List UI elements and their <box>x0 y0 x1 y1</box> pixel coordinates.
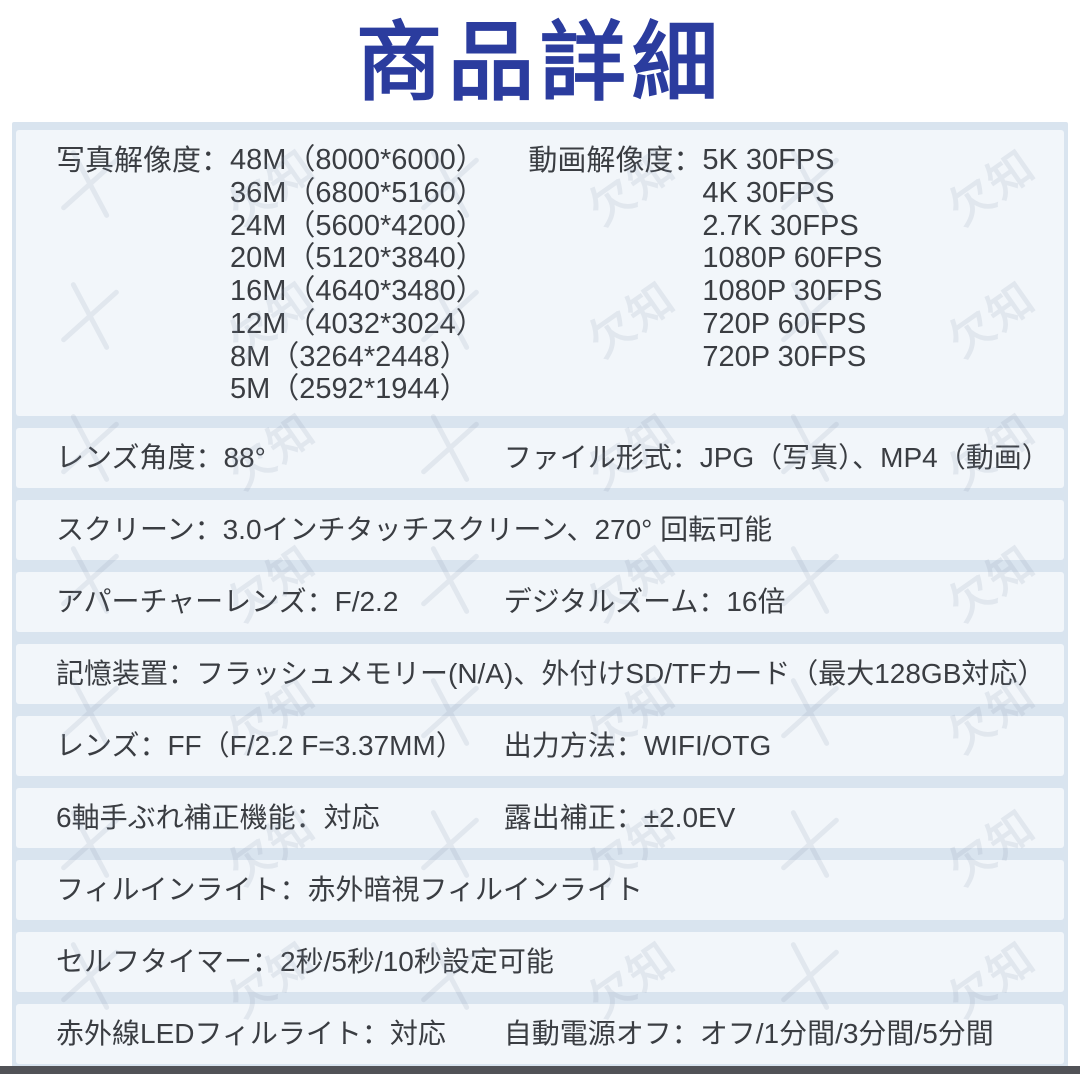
value-line: 8M（3264*2448） <box>230 340 469 373</box>
spec-cell-auto-power-off: 自動電源オフ：オフ/1分間/3分間/5分間 <box>503 1018 994 1050</box>
value-line: 5M（2592*1944） <box>230 373 469 406</box>
value-line: 16M（4640*3480） <box>230 275 485 308</box>
video-resolution-list: 5K 30FPS 4K 30FPS 2.7K 30FPS 1080P 60FPS 108… <box>702 144 882 373</box>
spec-cell-lens-angle: レンズ角度：88° <box>56 442 266 474</box>
bottom-bar <box>0 1066 1080 1074</box>
page-title: 商品詳細 <box>356 15 724 111</box>
spec-row-lens-angle: レンズ角度：88° ファイル形式：JPG（写真）、MP4（動画） <box>16 428 1064 489</box>
photo-resolution-list: 48M（8000*6000） 36M（6800*5160） 24M（5600*420… <box>230 144 485 406</box>
value-line: 12M（4032*3024） <box>230 307 485 340</box>
spec-row-lens: レンズ：FF（F/2.2 F=3.37MM） 出力方法：WIFI/OTG <box>16 716 1064 777</box>
value-line: 1080P 60FPS <box>702 242 883 275</box>
spec-row-ir-led: 赤外線LEDフィルライト：対応 自動電源オフ：オフ/1分間/3分間/5分間 <box>16 1004 1064 1065</box>
spec-cell-lens: レンズ：FF（F/2.2 F=3.37MM） <box>56 730 464 762</box>
value-line: 24M（5600*4200） <box>230 209 485 242</box>
video-resolution-cell: 動画解像度： 5K 30FPS 4K 30FPS 2.7K 30FPS 1080P 6… <box>528 144 1040 373</box>
spec-row-self-timer: セルフタイマー：2秒/5秒/10秒設定可能 <box>16 932 1064 993</box>
spec-panel: 写真解像度： 48M（8000*6000） 36M（6800*5160） 24M（5… <box>12 122 1068 1071</box>
spec-cell-output: 出力方法：WIFI/OTG <box>503 730 772 762</box>
value-line: 1080P 30FPS <box>702 275 883 308</box>
value-line: 4K 30FPS <box>702 176 835 209</box>
spec-cell-ir-led: 赤外線LEDフィルライト：対応 <box>56 1018 446 1050</box>
spec-cell-exposure: 露出補正：±2.0EV <box>503 802 736 834</box>
spec-cell-screen: スクリーン：3.0インチタッチスクリーン、270° 回転可能 <box>56 514 773 546</box>
value-line: 720P 60FPS <box>702 307 867 340</box>
value-line: 36M（6800*5160） <box>230 176 485 209</box>
photo-resolution-cell: 写真解像度： 48M（8000*6000） 36M（6800*5160） 24M（5… <box>56 144 528 406</box>
spec-cell-fill-light: フィルインライト：赤外暗視フィルインライト <box>56 874 643 906</box>
value-line: 20M（5120*3840） <box>230 242 485 275</box>
value-line: 720P 30FPS <box>702 340 867 373</box>
spec-cell-aperture: アパーチャーレンズ：F/2.2 <box>56 586 399 618</box>
spec-row-screen: スクリーン：3.0インチタッチスクリーン、270° 回転可能 <box>16 500 1064 561</box>
spec-cell-storage: 記憶装置：フラッシュメモリー(N/A)、外付けSD/TFカード（最大128GB対… <box>56 658 1046 690</box>
spec-row-resolution: 写真解像度： 48M（8000*6000） 36M（6800*5160） 24M（5… <box>16 130 1064 417</box>
value-line: 2.7K 30FPS <box>702 209 859 242</box>
spec-cell-stabilization: 6軸手ぶれ補正機能：対応 <box>56 802 380 834</box>
spec-cell-digital-zoom: デジタルズーム：16倍 <box>503 586 786 618</box>
spec-row-aperture: アパーチャーレンズ：F/2.2 デジタルズーム：16倍 <box>16 572 1064 633</box>
value-line: 48M（8000*6000） <box>230 144 485 176</box>
spec-row-fill-light: フィルインライト：赤外暗視フィルインライト <box>16 860 1064 921</box>
spec-cell-self-timer: セルフタイマー：2秒/5秒/10秒設定可能 <box>56 946 554 978</box>
spec-row-storage: 記憶装置：フラッシュメモリー(N/A)、外付けSD/TFカード（最大128GB対… <box>16 644 1064 705</box>
video-resolution-label: 動画解像度： <box>528 145 703 177</box>
value-line: 5K 30FPS <box>702 144 835 176</box>
spec-cell-file-format: ファイル形式：JPG（写真）、MP4（動画） <box>503 442 1050 474</box>
photo-resolution-label: 写真解像度： <box>56 145 231 177</box>
spec-row-stabilization: 6軸手ぶれ補正機能：対応 露出補正：±2.0EV <box>16 788 1064 849</box>
